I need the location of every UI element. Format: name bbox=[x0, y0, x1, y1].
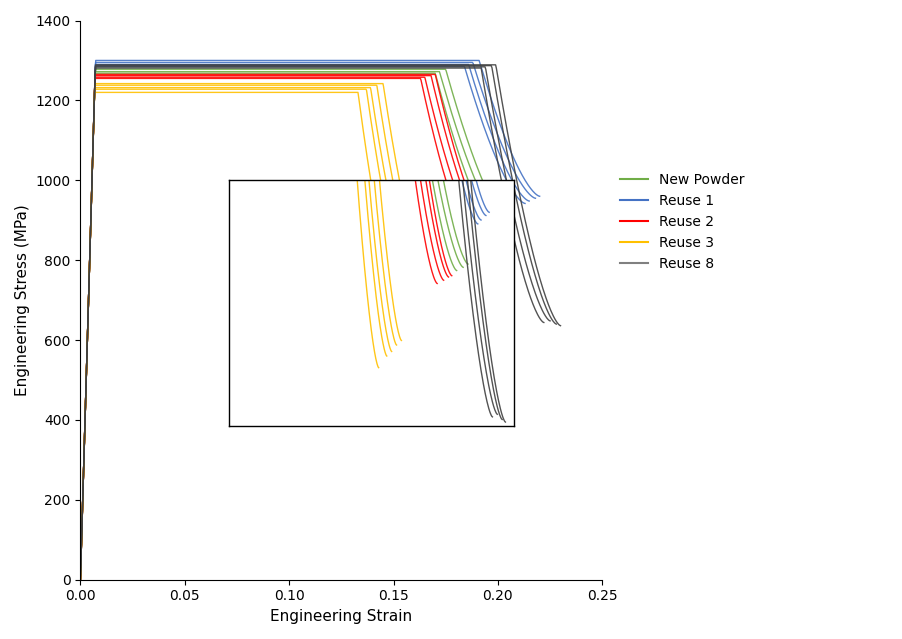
Y-axis label: Engineering Stress (MPa): Engineering Stress (MPa) bbox=[15, 204, 30, 396]
X-axis label: Engineering Strain: Engineering Strain bbox=[271, 609, 412, 624]
Legend: New Powder, Reuse 1, Reuse 2, Reuse 3, Reuse 8: New Powder, Reuse 1, Reuse 2, Reuse 3, R… bbox=[614, 167, 750, 276]
